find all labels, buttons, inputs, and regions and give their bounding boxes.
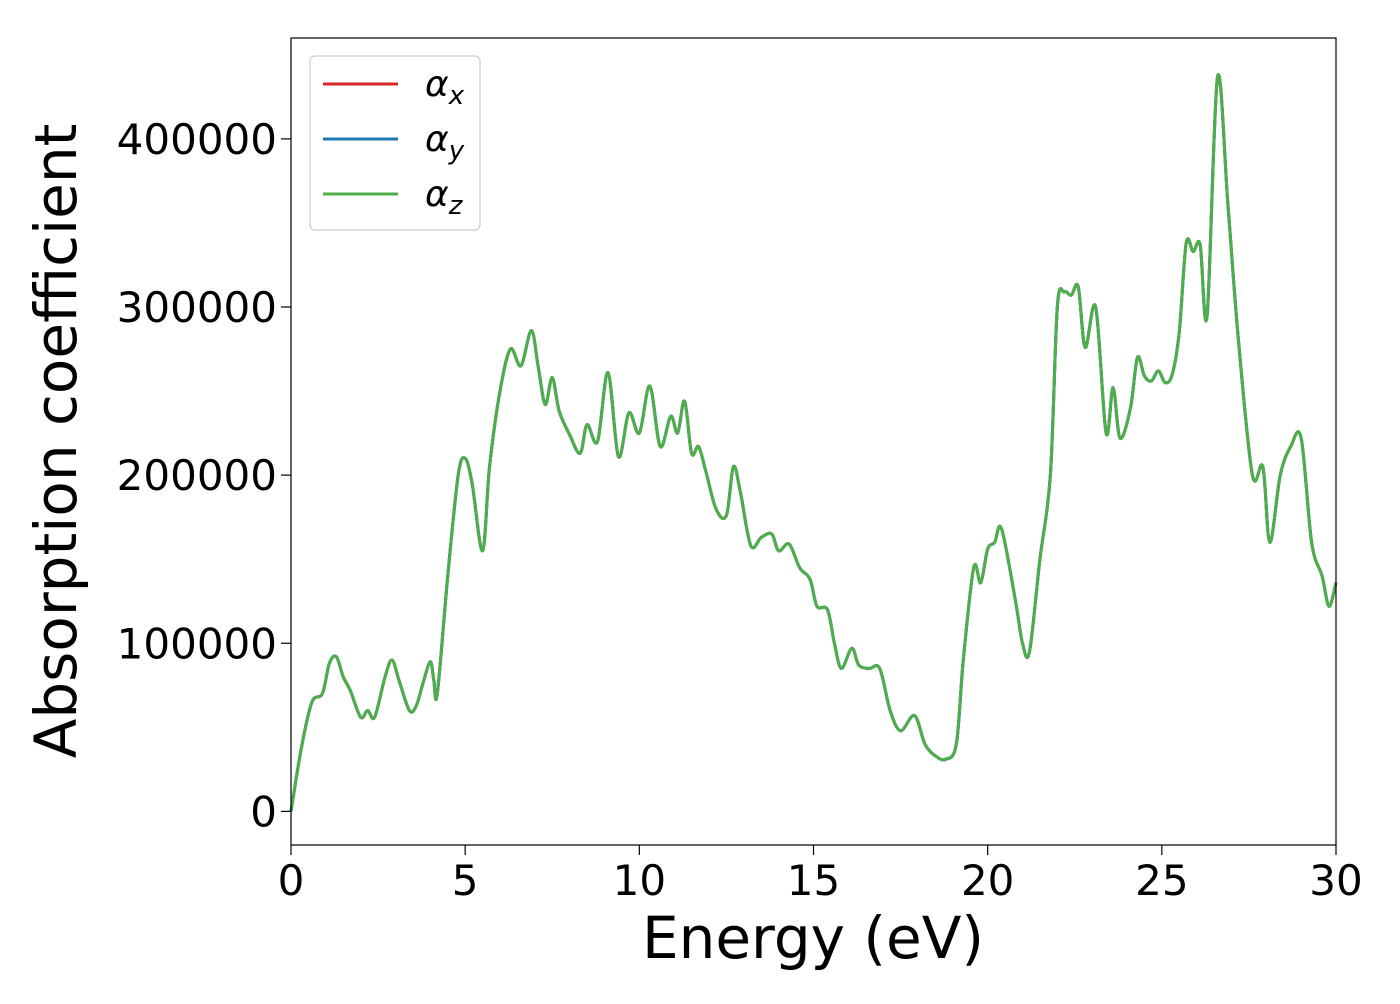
legend-label-x: αx — [425, 64, 465, 111]
x-tick-label: 0 — [278, 856, 305, 905]
legend-label-base: α — [425, 119, 449, 160]
legend-label-y: αy — [425, 119, 465, 166]
legend-label-z: αz — [425, 174, 464, 221]
x-tick-label: 30 — [1309, 856, 1362, 905]
y-axis-ticks: 0 100000 200000 300000 400000 — [117, 115, 291, 836]
x-tick-label: 10 — [613, 856, 666, 905]
x-tick-label: 5 — [452, 856, 479, 905]
y-tick-label: 300000 — [117, 283, 277, 332]
legend-label-subscript: y — [448, 136, 465, 166]
x-tick-label: 25 — [1135, 856, 1188, 905]
series-layer — [289, 73, 1338, 812]
x-axis-ticks: 0 5 10 15 20 25 30 — [278, 845, 1363, 905]
y-tick-label: 100000 — [117, 619, 277, 668]
y-tick-label: 200000 — [117, 451, 277, 500]
x-tick-label: 20 — [961, 856, 1014, 905]
y-axis-label: Absorption coefficient — [22, 124, 90, 759]
legend-label-base: α — [425, 174, 449, 215]
y-tick-label: 400000 — [117, 115, 277, 164]
legend-box — [309, 55, 481, 231]
y-tick-label: 0 — [250, 787, 277, 836]
legend-label-subscript: z — [448, 191, 464, 221]
series-line-z — [289, 73, 1338, 812]
x-tick-label: 15 — [787, 856, 840, 905]
legend-label-base: α — [425, 64, 449, 105]
x-axis-label: Energy (eV) — [642, 904, 984, 972]
legend-label-subscript: x — [448, 81, 465, 111]
